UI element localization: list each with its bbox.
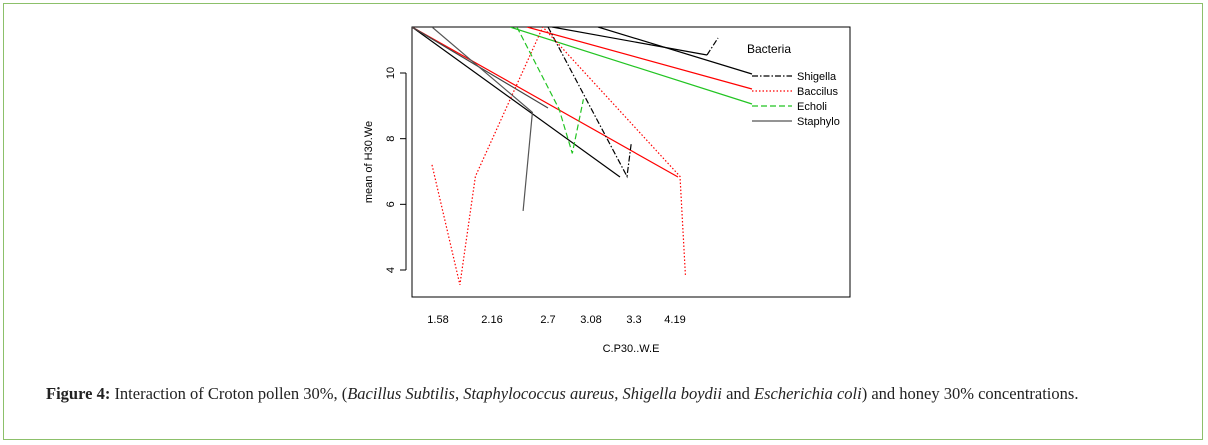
caption-fragment: and [721, 384, 755, 403]
y-tick-label: 6 [385, 201, 397, 207]
series-segment-shigella [551, 27, 708, 56]
series-line-staphylo [431, 27, 534, 211]
series-line-echoli [516, 27, 584, 154]
series-segment-shigella [412, 27, 621, 178]
caption-label: Figure 4: [46, 384, 111, 403]
y-tick-label: 8 [385, 136, 397, 142]
caption-fragment: Interaction of Croton pollen 30%, ( [110, 384, 348, 403]
series-segment-baccilus [526, 27, 753, 90]
series-segment-baccilus [412, 27, 679, 178]
caption-species-name: Shigella boydii [622, 384, 722, 403]
caption-species-name: Escherichia coli [754, 384, 862, 403]
interaction-plot: Shigella Baccilus Echoli Staphylo 4 6 8 10 1.5… [363, 26, 851, 355]
figure-caption: Figure 4: Interaction of Croton pollen 3… [46, 381, 1176, 406]
series-line-baccilus [431, 27, 686, 285]
series-segment-shigella [706, 37, 719, 56]
caption-species-name: Staphylococcus aureus [463, 384, 615, 403]
plot-area-box [411, 26, 851, 298]
caption-species-name: Bacillus Subtilis [347, 384, 455, 403]
y-axis-label: mean of H30.We [363, 121, 375, 203]
series-segment-shigella [597, 27, 753, 75]
legend-label-staphylo: Staphylo [797, 116, 840, 128]
legend-label-shigella: Shigella [797, 71, 837, 83]
caption-text: Interaction of Croton pollen 30%, (Bacil… [110, 384, 1078, 403]
x-tick-label: 3.08 [580, 314, 601, 326]
y-tick-label: 10 [385, 67, 397, 79]
x-tick-label: 1.58 [427, 314, 448, 326]
caption-fragment: ) and honey 30% concentrations. [861, 384, 1079, 403]
legend-label-echoli: Echoli [797, 101, 827, 113]
legend-title: Bacteria [747, 42, 791, 56]
figure-frame [3, 3, 1203, 440]
series-segment-echoli [509, 27, 753, 105]
x-axis-label: C.P30..W.E [603, 343, 660, 355]
x-tick-label: 3.3 [626, 314, 641, 326]
x-tick-label: 2.7 [540, 314, 555, 326]
series-line-shigella [547, 27, 632, 179]
caption-fragment: , [614, 384, 623, 403]
x-tick-label: 4.19 [664, 314, 685, 326]
x-tick-label: 2.16 [481, 314, 502, 326]
caption-fragment: , [454, 384, 464, 403]
legend-label-baccilus: Baccilus [797, 86, 838, 98]
y-tick-label: 4 [385, 267, 397, 273]
